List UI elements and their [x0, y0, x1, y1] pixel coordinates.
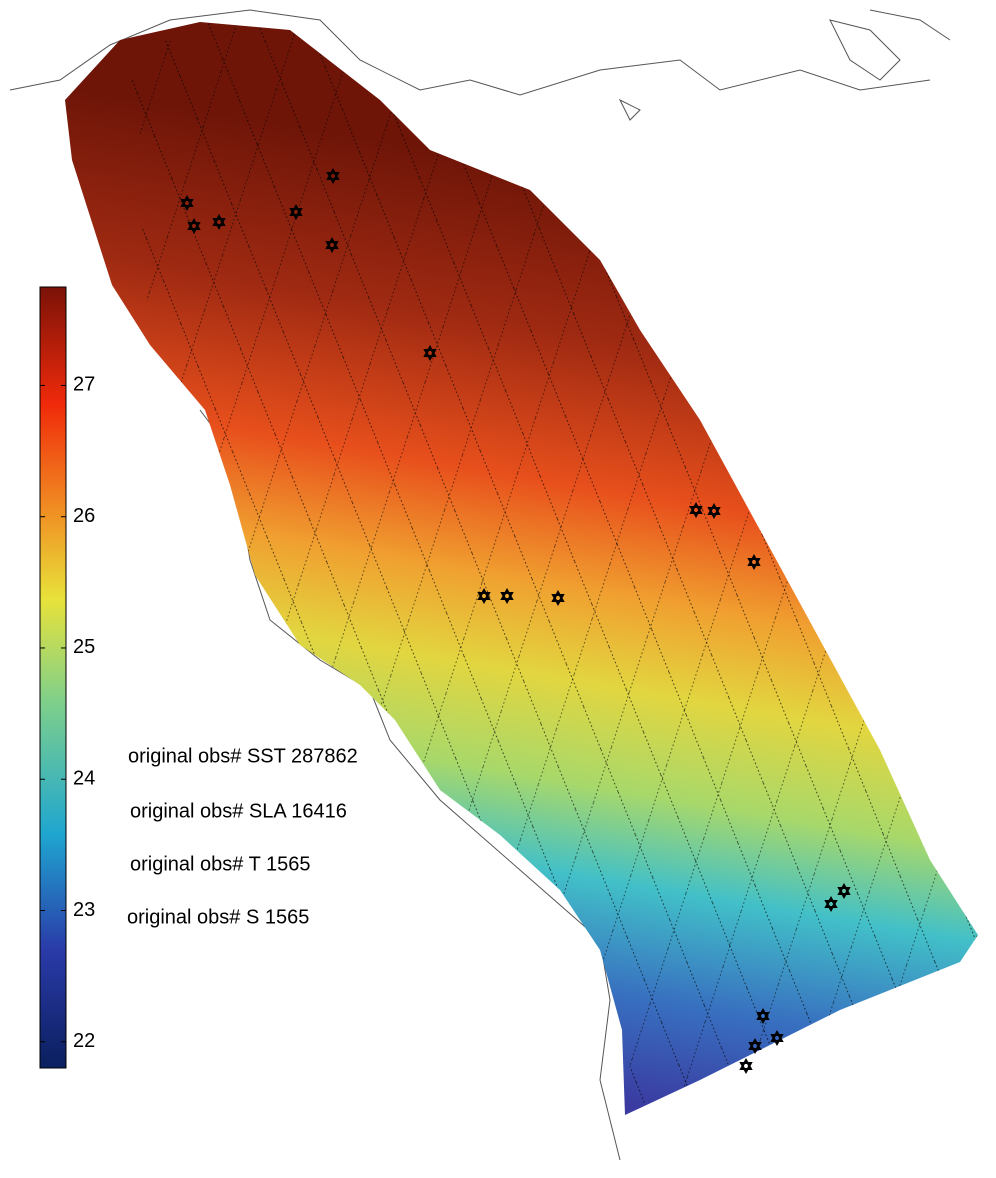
colorbar [40, 287, 66, 1068]
tick-label: 26 [73, 505, 95, 527]
tick-label: 23 [73, 899, 95, 921]
tick-label: 27 [73, 374, 95, 396]
tick-label: 25 [73, 636, 95, 658]
annotations: original obs# SST 287862 original obs# SL… [127, 745, 358, 928]
obs-count: original obs# T 1565 [130, 853, 311, 875]
obs-count: original obs# SST 287862 [128, 745, 358, 767]
altimeter-tracks [140, 22, 978, 1105]
figure: 222324252627 original obs# SST 287862ori… [0, 0, 996, 1173]
tick-label: 22 [73, 1030, 95, 1052]
obs-count: original obs# SLA 16416 [130, 800, 347, 822]
tick-label: 24 [73, 768, 95, 790]
obs-count: original obs# S 1565 [127, 906, 309, 928]
